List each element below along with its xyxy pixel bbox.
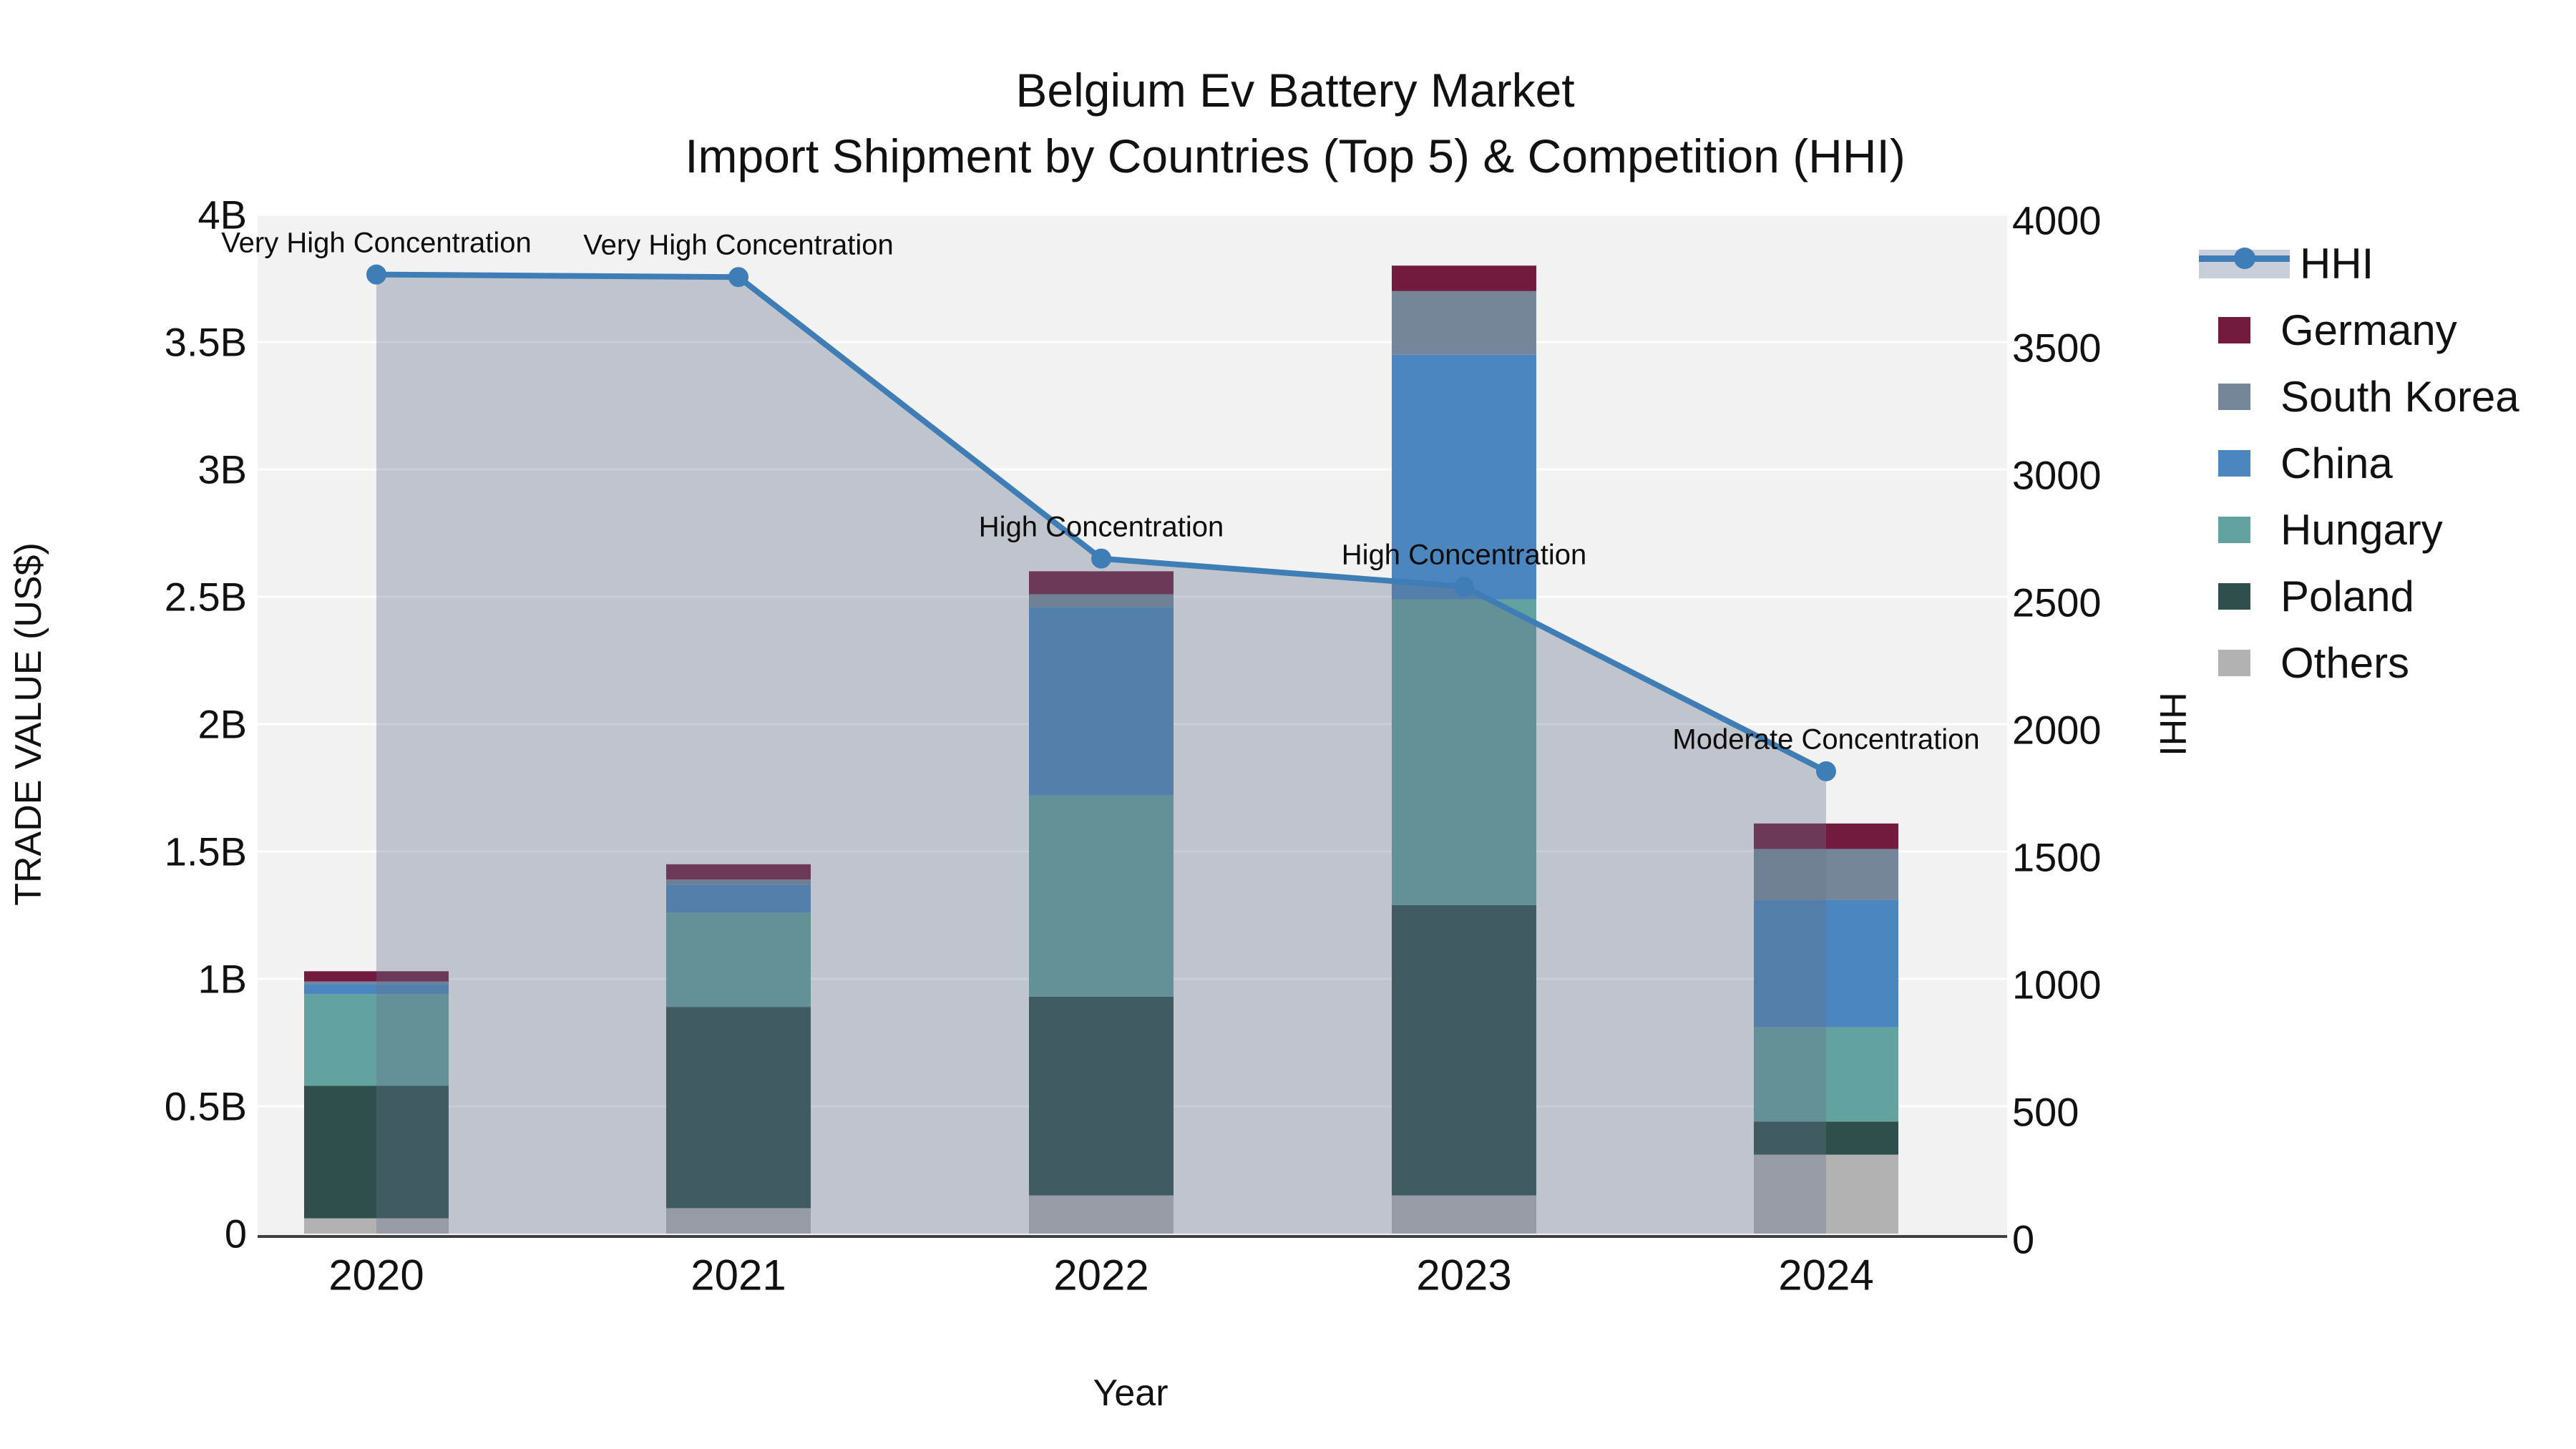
y-right-tick-3000: 3000 <box>2012 452 2102 498</box>
bar-2021-hungary[interactable] <box>666 912 811 1008</box>
bar-2021-poland[interactable] <box>666 1007 811 1209</box>
bar-2024-poland[interactable] <box>1754 1121 1898 1155</box>
annotation-2020: Very High Concentration <box>221 227 532 259</box>
annotation-2021: Very High Concentration <box>583 229 894 261</box>
bar-2020-others[interactable] <box>304 1218 449 1234</box>
hhi-marker-2020[interactable] <box>366 264 386 285</box>
x-tick-2022: 2022 <box>1053 1251 1149 1299</box>
bar-2024-others[interactable] <box>1754 1154 1898 1234</box>
bar-2020-south-korea[interactable] <box>304 981 449 985</box>
y-right-tick-1000: 1000 <box>2012 962 2102 1008</box>
y-axis-title-right: HHI <box>2152 692 2193 756</box>
bar-2020-china[interactable] <box>304 984 449 995</box>
legend-label-hhi: HHI <box>2300 240 2374 288</box>
y-axis-title-left: TRADE VALUE (US$) <box>8 542 49 906</box>
bar-2023-hungary[interactable] <box>1392 599 1536 905</box>
y-left-tick-3B: 3B <box>197 447 248 492</box>
bar-2023-others[interactable] <box>1392 1195 1536 1234</box>
legend: HHI Germany South Korea China Hungary Poland O… <box>2199 230 2519 696</box>
legend-swatch-china-icon <box>2218 450 2250 477</box>
legend-label-china: China <box>2280 439 2393 487</box>
hhi-marker-2023[interactable] <box>1454 576 1474 597</box>
bar-2023-china[interactable] <box>1392 354 1536 600</box>
bar-2022-south-korea[interactable] <box>1029 594 1174 608</box>
y-left-tick-1.5B: 1.5B <box>164 829 247 874</box>
hhi-area-fill <box>376 274 1826 1234</box>
bar-2021-south-korea[interactable] <box>666 879 811 885</box>
legend-label-south-korea: South Korea <box>2280 373 2519 421</box>
y-right-tick-0: 0 <box>2012 1216 2035 1262</box>
bar-2024-south-korea[interactable] <box>1754 849 1898 900</box>
legend-label-others: Others <box>2280 639 2410 687</box>
x-tick-2021: 2021 <box>691 1251 786 1299</box>
legend-item-poland[interactable]: Poland <box>2199 563 2519 630</box>
y-left-tick-3.5B: 3.5B <box>164 319 247 365</box>
y-left-tick-2.5B: 2.5B <box>164 574 247 620</box>
legend-hhi-line-sample-icon <box>2199 247 2290 278</box>
y-left-tick-4B: 4B <box>197 192 248 238</box>
y-right-tick-500: 500 <box>2012 1089 2079 1135</box>
legend-item-germany[interactable]: Germany <box>2199 297 2519 364</box>
bar-2024-china[interactable] <box>1754 899 1898 1028</box>
y-right-tick-4000: 4000 <box>2012 197 2102 243</box>
legend-item-others[interactable]: Others <box>2199 630 2519 696</box>
x-tick-2024: 2024 <box>1778 1251 1874 1299</box>
legend-label-hungary: Hungary <box>2280 506 2443 554</box>
legend-item-south-korea[interactable]: South Korea <box>2199 364 2519 430</box>
y-right-tick-2000: 2000 <box>2012 707 2102 753</box>
bar-2022-germany[interactable] <box>1029 571 1174 595</box>
y-right-tick-3500: 3500 <box>2012 325 2102 371</box>
bar-2020-hungary[interactable] <box>304 994 449 1086</box>
bar-2024-hungary[interactable] <box>1754 1027 1898 1122</box>
y-left-tick-1B: 1B <box>197 956 248 1002</box>
bar-2023-poland[interactable] <box>1392 904 1536 1196</box>
bar-2022-hungary[interactable] <box>1029 795 1174 997</box>
legend-item-hungary[interactable]: Hungary <box>2199 497 2519 563</box>
legend-swatch-germany-icon <box>2218 317 2250 343</box>
bar-2023-germany[interactable] <box>1392 265 1536 291</box>
bar-2022-others[interactable] <box>1029 1195 1174 1234</box>
hhi-marker-2022[interactable] <box>1091 548 1111 569</box>
bar-2020-poland[interactable] <box>304 1085 449 1219</box>
x-tick-2023: 2023 <box>1416 1251 1512 1299</box>
legend-hhi-marker-icon <box>2233 247 2255 269</box>
x-axis-line <box>258 1235 2007 1238</box>
bar-2020-germany[interactable] <box>304 971 449 982</box>
hhi-marker-2021[interactable] <box>728 267 748 288</box>
bar-2022-poland[interactable] <box>1029 996 1174 1196</box>
x-axis-title: Year <box>1093 1372 1169 1414</box>
legend-label-poland: Poland <box>2280 572 2414 620</box>
y-left-tick-0.5B: 0.5B <box>164 1083 247 1129</box>
bar-2021-others[interactable] <box>666 1208 811 1234</box>
legend-swatch-hungary-icon <box>2218 517 2250 543</box>
y-right-tick-1500: 1500 <box>2012 834 2102 880</box>
bar-2023-south-korea[interactable] <box>1392 291 1536 355</box>
legend-swatch-poland-icon <box>2218 583 2250 610</box>
legend-label-germany: Germany <box>2280 306 2457 354</box>
chart-subtitle: Import Shipment by Countries (Top 5) & C… <box>685 130 1906 182</box>
chart-title: Belgium Ev Battery Market <box>1015 64 1575 117</box>
legend-swatch-others-icon <box>2218 650 2250 676</box>
y-left-tick-2B: 2B <box>197 701 248 747</box>
bar-2021-china[interactable] <box>666 884 811 913</box>
bar-2022-china[interactable] <box>1029 607 1174 796</box>
legend-item-hhi[interactable]: HHI <box>2199 230 2519 297</box>
y-right-tick-2500: 2500 <box>2012 580 2102 625</box>
x-tick-2020: 2020 <box>328 1251 424 1299</box>
annotation-2023: High Concentration <box>1341 539 1587 571</box>
legend-item-china[interactable]: China <box>2199 430 2519 497</box>
annotation-2022: High Concentration <box>978 511 1224 543</box>
bar-2021-germany[interactable] <box>666 864 811 880</box>
legend-swatch-south-korea-icon <box>2218 384 2250 410</box>
y-left-tick-0: 0 <box>224 1211 247 1257</box>
bar-2024-germany[interactable] <box>1754 823 1898 849</box>
hhi-marker-2024[interactable] <box>1816 761 1836 781</box>
annotation-2024: Moderate Concentration <box>1672 723 1980 756</box>
